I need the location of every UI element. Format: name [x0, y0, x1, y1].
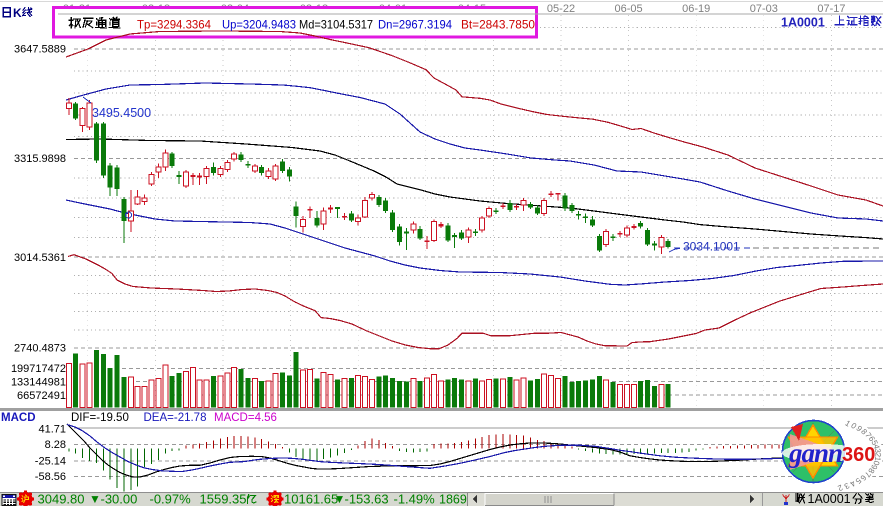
svg-text:Up=3204.9483: Up=3204.9483: [222, 17, 296, 31]
svg-text:MACD=4.56: MACD=4.56: [214, 412, 277, 424]
svg-text:199717472: 199717472: [11, 363, 66, 375]
svg-text:41.71: 41.71: [38, 424, 66, 436]
svg-text:3647.5889: 3647.5889: [14, 44, 66, 56]
svg-text:-58.56: -58.56: [35, 471, 66, 483]
svg-text:8.28: 8.28: [45, 439, 66, 451]
svg-text:gann: gann: [788, 438, 843, 468]
svg-text:3014.5361: 3014.5361: [14, 252, 66, 264]
svg-text:07-03: 07-03: [750, 3, 778, 15]
svg-text:2740.4873: 2740.4873: [14, 343, 66, 355]
svg-text:Md=3104.5317: Md=3104.5317: [299, 17, 373, 31]
svg-text:07-17: 07-17: [817, 3, 845, 15]
svg-text:3: 3: [873, 448, 882, 454]
svg-text:4: 4: [848, 479, 857, 489]
svg-text:3034.1001: 3034.1001: [683, 240, 740, 254]
svg-text:10161.65: 10161.65: [284, 492, 338, 506]
svg-text:1A0001: 1A0001: [808, 492, 851, 506]
svg-text:7: 7: [863, 431, 873, 440]
svg-text:Dn=2967.3194: Dn=2967.3194: [378, 17, 452, 31]
svg-text:-153.63: -153.63: [345, 492, 389, 506]
svg-text:9: 9: [854, 424, 864, 434]
svg-text:1869.: 1869.: [439, 493, 470, 506]
svg-text:05-22: 05-22: [547, 3, 575, 15]
svg-text:Bt=2843.7850: Bt=2843.7850: [461, 17, 535, 31]
svg-text:2: 2: [873, 453, 882, 458]
svg-text:-1.49%: -1.49%: [394, 492, 436, 506]
svg-text:K: K: [13, 6, 22, 20]
svg-text:▼: ▼: [89, 492, 101, 506]
svg-text:06-19: 06-19: [682, 3, 710, 15]
svg-text:133144981: 133144981: [11, 376, 66, 388]
svg-text:6: 6: [867, 435, 877, 443]
svg-text:▼: ▼: [334, 492, 346, 506]
svg-text:-25.14: -25.14: [35, 455, 66, 467]
svg-text:-30.00: -30.00: [101, 492, 138, 506]
svg-text:0: 0: [871, 460, 881, 467]
svg-text:1: 1: [843, 419, 852, 429]
svg-text:3315.9898: 3315.9898: [14, 153, 66, 165]
svg-text:Tp=3294.3364: Tp=3294.3364: [137, 17, 211, 31]
svg-text:3: 3: [842, 481, 851, 491]
svg-text:360: 360: [842, 444, 875, 466]
svg-text:7: 7: [862, 470, 872, 479]
svg-text:DIF=-19.50: DIF=-19.50: [71, 412, 129, 424]
svg-text:-0.97%: -0.97%: [150, 492, 192, 506]
svg-text:1559.35: 1559.35: [200, 492, 247, 506]
svg-text:1: 1: [873, 456, 883, 462]
svg-text:1A0001: 1A0001: [781, 16, 825, 30]
svg-text:2: 2: [836, 483, 844, 493]
svg-text:8: 8: [859, 427, 869, 437]
svg-text:4: 4: [872, 443, 882, 450]
svg-text:MACD: MACD: [1, 412, 36, 424]
svg-text:DEA=-21.78: DEA=-21.78: [144, 412, 207, 424]
svg-text:66572491: 66572491: [17, 390, 66, 402]
svg-text:5: 5: [853, 476, 863, 486]
svg-text:3495.4500: 3495.4500: [92, 106, 151, 120]
svg-text:0: 0: [849, 421, 859, 431]
svg-text:6: 6: [858, 473, 868, 483]
svg-text:3049.80: 3049.80: [38, 492, 85, 506]
svg-text:9: 9: [869, 463, 879, 471]
svg-text:06-05: 06-05: [615, 3, 643, 15]
svg-text:8: 8: [866, 467, 876, 475]
svg-text:5: 5: [870, 439, 880, 447]
